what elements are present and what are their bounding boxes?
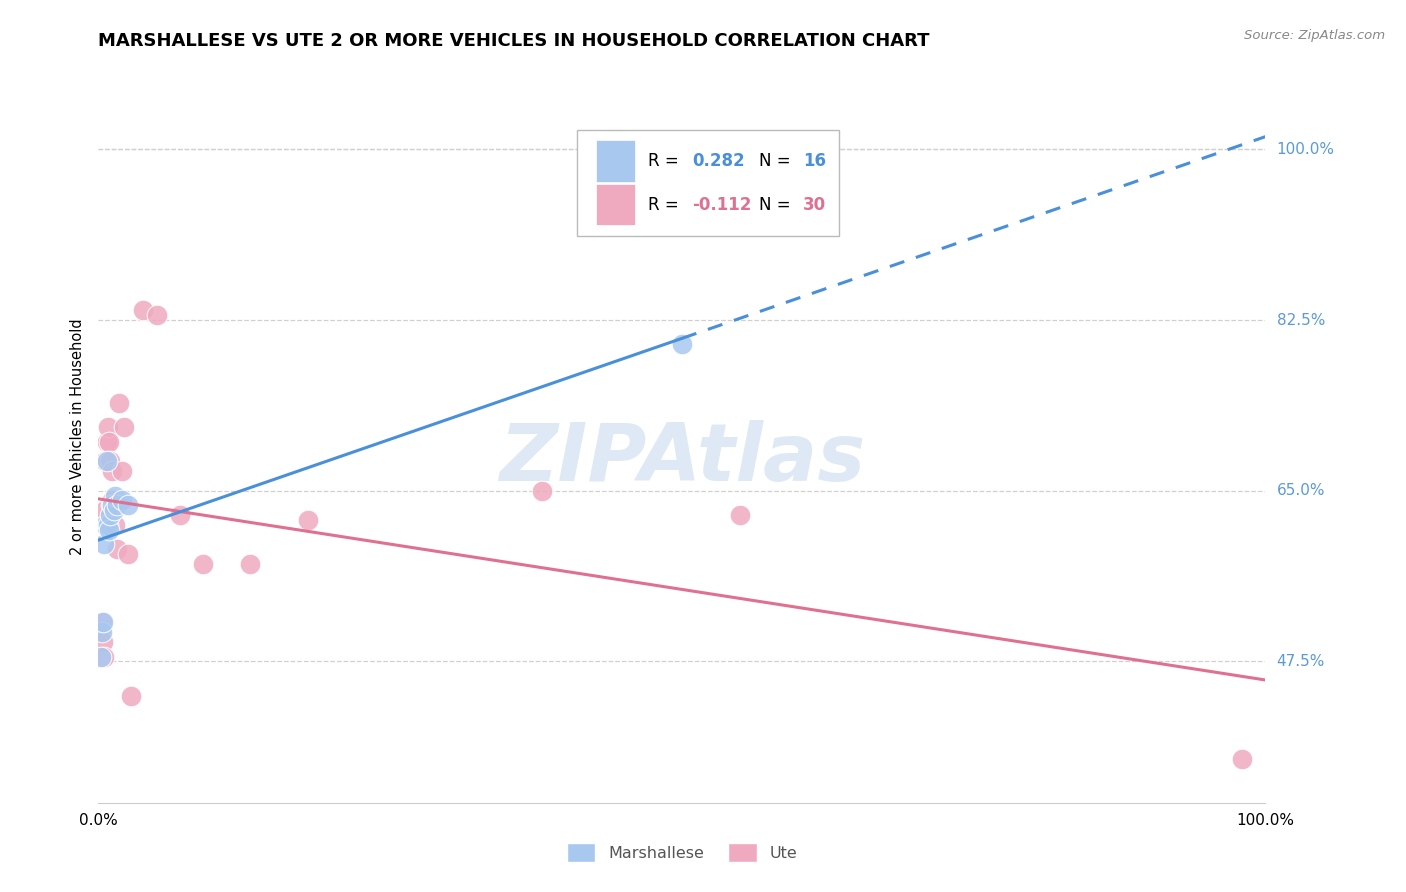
Point bbox=[193, 557, 215, 571]
Point bbox=[1230, 752, 1253, 766]
Point bbox=[117, 547, 139, 561]
Point bbox=[104, 489, 127, 503]
Text: 30: 30 bbox=[803, 195, 827, 213]
Point bbox=[96, 454, 118, 468]
Point bbox=[105, 499, 128, 513]
Point bbox=[111, 464, 134, 478]
Text: 0.282: 0.282 bbox=[692, 153, 745, 170]
Point bbox=[112, 420, 135, 434]
Point bbox=[169, 508, 191, 522]
Point bbox=[239, 557, 262, 571]
Point bbox=[101, 464, 124, 478]
Text: ZIPAtlas: ZIPAtlas bbox=[499, 420, 865, 498]
Point bbox=[91, 615, 114, 630]
Point bbox=[111, 493, 134, 508]
Text: 65.0%: 65.0% bbox=[1277, 483, 1324, 499]
Point bbox=[97, 434, 120, 449]
Point bbox=[105, 542, 128, 557]
Text: N =: N = bbox=[759, 195, 796, 213]
Point bbox=[100, 499, 122, 513]
Point bbox=[94, 517, 117, 532]
Point bbox=[730, 508, 752, 522]
Point bbox=[101, 499, 124, 513]
Point bbox=[98, 508, 121, 522]
Text: 16: 16 bbox=[803, 153, 827, 170]
Point bbox=[117, 499, 139, 513]
Point bbox=[96, 434, 118, 449]
Point bbox=[120, 689, 142, 703]
Text: Source: ZipAtlas.com: Source: ZipAtlas.com bbox=[1244, 29, 1385, 42]
Point bbox=[90, 625, 112, 640]
Point bbox=[90, 615, 112, 630]
Text: R =: R = bbox=[648, 153, 685, 170]
Text: R =: R = bbox=[648, 195, 685, 213]
Point bbox=[103, 503, 125, 517]
Text: 100.0%: 100.0% bbox=[1277, 142, 1334, 157]
Point bbox=[98, 454, 121, 468]
Point bbox=[104, 517, 127, 532]
Text: N =: N = bbox=[759, 153, 796, 170]
Text: -0.112: -0.112 bbox=[692, 195, 752, 213]
Point bbox=[97, 523, 120, 537]
Point bbox=[132, 303, 155, 318]
Point bbox=[94, 503, 117, 517]
Point bbox=[90, 649, 112, 664]
Point bbox=[97, 420, 120, 434]
FancyBboxPatch shape bbox=[596, 184, 636, 226]
Point bbox=[94, 454, 117, 468]
FancyBboxPatch shape bbox=[596, 140, 636, 182]
Point bbox=[530, 483, 553, 498]
Point bbox=[91, 635, 114, 649]
FancyBboxPatch shape bbox=[576, 130, 839, 235]
Point bbox=[93, 649, 115, 664]
Point bbox=[297, 513, 319, 527]
Legend: Marshallese, Ute: Marshallese, Ute bbox=[560, 837, 804, 868]
Point bbox=[671, 337, 693, 351]
Y-axis label: 2 or more Vehicles in Household: 2 or more Vehicles in Household bbox=[69, 318, 84, 556]
Point bbox=[93, 537, 115, 551]
Point bbox=[108, 396, 131, 410]
Text: MARSHALLESE VS UTE 2 OR MORE VEHICLES IN HOUSEHOLD CORRELATION CHART: MARSHALLESE VS UTE 2 OR MORE VEHICLES IN… bbox=[98, 32, 929, 50]
Text: 47.5%: 47.5% bbox=[1277, 654, 1324, 669]
Point bbox=[103, 499, 125, 513]
Point bbox=[101, 493, 124, 508]
Text: 82.5%: 82.5% bbox=[1277, 312, 1324, 327]
Point bbox=[90, 625, 112, 640]
Point bbox=[97, 517, 120, 532]
Point bbox=[146, 308, 169, 322]
